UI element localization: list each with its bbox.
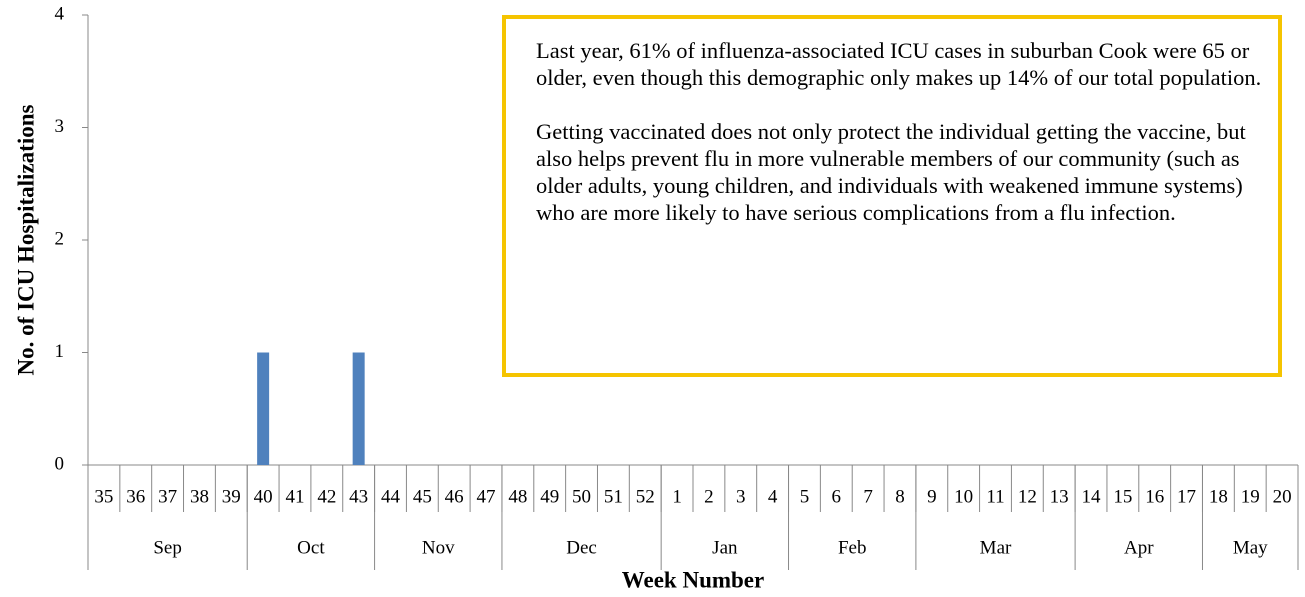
x-tick-label: 13	[1050, 486, 1069, 507]
x-tick-label: 49	[540, 486, 559, 507]
group-label: Dec	[566, 537, 597, 558]
y-tick-label: 2	[55, 228, 65, 249]
x-tick-label: 48	[508, 486, 527, 507]
group-label: Nov	[422, 537, 455, 558]
x-tick-label: 6	[832, 486, 842, 507]
x-tick-label: 42	[317, 486, 336, 507]
y-axis-title: No. of ICU Hospitalizations	[13, 105, 38, 376]
y-tick-label: 0	[55, 453, 65, 474]
group-label: Feb	[838, 537, 867, 558]
group-label: Jan	[712, 537, 738, 558]
x-tick-label: 10	[954, 486, 973, 507]
y-tick-label: 1	[55, 341, 65, 362]
x-tick-label: 46	[445, 486, 464, 507]
x-tick-label: 52	[636, 486, 655, 507]
x-tick-label: 35	[94, 486, 113, 507]
y-tick-label: 3	[55, 116, 65, 137]
x-tick-label: 9	[927, 486, 937, 507]
x-tick-label: 1	[672, 486, 682, 507]
x-tick-label: 18	[1209, 486, 1228, 507]
x-tick-label: 17	[1177, 486, 1196, 507]
x-tick-label: 40	[254, 486, 273, 507]
x-tick-label: 51	[604, 486, 623, 507]
x-tick-label: 50	[572, 486, 591, 507]
group-label: Oct	[297, 537, 325, 558]
x-tick-label: 15	[1113, 486, 1132, 507]
group-label: Apr	[1124, 537, 1154, 558]
x-tick-label: 11	[986, 486, 1004, 507]
annotation-text: Last year, 61% of influenza-associated I…	[536, 38, 1262, 90]
x-tick-label: 37	[158, 486, 177, 507]
x-tick-label: 45	[413, 486, 432, 507]
x-tick-label: 16	[1145, 486, 1164, 507]
bar	[257, 352, 270, 465]
x-tick-label: 20	[1273, 486, 1292, 507]
x-tick-label: 36	[126, 486, 145, 507]
x-tick-label: 47	[477, 486, 496, 507]
bar	[352, 352, 365, 465]
x-tick-label: 14	[1082, 486, 1102, 507]
x-tick-label: 39	[222, 486, 241, 507]
x-tick-label: 5	[800, 486, 810, 507]
annotation-box: Last year, 61% of influenza-associated I…	[502, 15, 1282, 377]
x-tick-label: 3	[736, 486, 746, 507]
x-tick-label: 12	[1018, 486, 1037, 507]
x-tick-label: 38	[190, 486, 209, 507]
x-tick-label: 19	[1241, 486, 1260, 507]
x-axis-title: Week Number	[622, 567, 764, 592]
x-tick-label: 44	[381, 486, 401, 507]
group-label: May	[1233, 537, 1268, 558]
group-label: Mar	[980, 537, 1012, 558]
x-tick-label: 2	[704, 486, 714, 507]
y-tick-label: 4	[55, 3, 65, 24]
annotation-text: Getting vaccinated does not only protect…	[536, 119, 1246, 225]
x-tick-label: 43	[349, 486, 368, 507]
group-label: Sep	[153, 537, 182, 558]
x-tick-label: 8	[895, 486, 905, 507]
x-tick-label: 41	[285, 486, 304, 507]
x-tick-label: 4	[768, 486, 778, 507]
x-tick-label: 7	[863, 486, 873, 507]
